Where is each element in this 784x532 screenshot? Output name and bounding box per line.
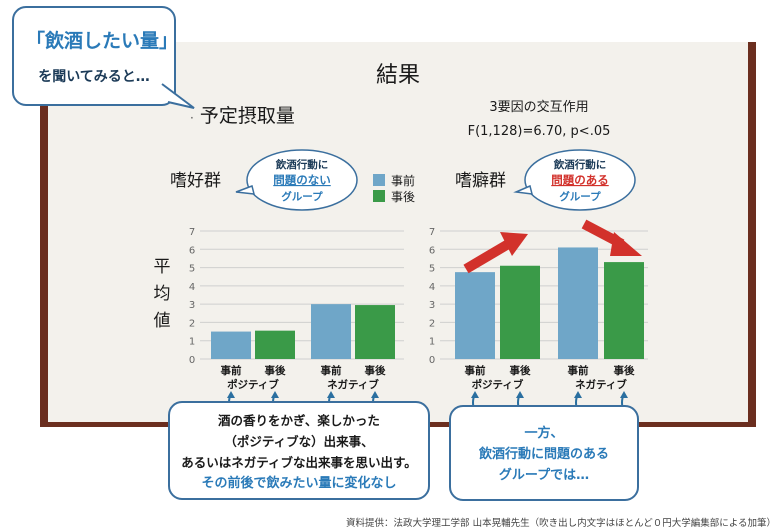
stats-line-2: F(1,128)=6.70, p<.05 — [468, 124, 611, 139]
ylabel-char-3: 値 — [154, 311, 171, 331]
subtitle-text: 予定摂取量 — [200, 105, 295, 127]
right-bubble-line-3: グループ — [559, 190, 601, 203]
y-tick-label: 7 — [189, 227, 195, 238]
bar — [311, 304, 351, 359]
y-tick-label: 5 — [189, 264, 195, 275]
figure-title: 結果 — [376, 63, 420, 88]
series-tick-label: 事前 — [568, 364, 589, 377]
pointer-arrow-head — [327, 391, 335, 398]
stats-line-1: 3要因の交互作用 — [489, 99, 588, 115]
bar — [455, 272, 495, 359]
y-tick-label: 2 — [429, 318, 435, 329]
increase-arrow — [463, 232, 528, 274]
decrease-arrow — [581, 219, 642, 256]
series-tick-label: 事後 — [265, 364, 286, 377]
bar — [558, 247, 598, 359]
y-tick-label: 0 — [429, 355, 435, 366]
pointer-arrow-head — [574, 391, 582, 398]
intro-bubble-line-2: を聞いてみると… — [38, 69, 150, 85]
right-group-bubble: 飲酒行動に 問題のある グループ — [513, 149, 636, 211]
explanation-left-line-4: その前後で飲みたい量に変化なし — [201, 476, 397, 491]
left-bubble-line-3: グループ — [281, 190, 323, 203]
bar — [255, 330, 295, 359]
explanation-right-line-1: 一方、 — [524, 426, 564, 441]
ylabel-char-1: 平 — [154, 257, 171, 277]
y-tick-label: 5 — [429, 264, 435, 275]
y-tick-label: 6 — [429, 245, 435, 256]
series-tick-label: 事後 — [614, 364, 635, 377]
y-tick-label: 7 — [429, 227, 435, 238]
explanation-bubble-left: 酒の香りをかぎ、楽しかった （ポジティブな）出来事、 あるいはネガティブな出来事… — [168, 401, 430, 500]
series-tick-label: 事前 — [465, 364, 486, 377]
explanation-right-line-3: グループでは… — [498, 468, 590, 483]
pointer-arrow-head — [471, 391, 479, 398]
explanation-left-line-2: （ポジティブな）出来事、 — [224, 434, 374, 449]
series-tick-label: 事前 — [221, 364, 242, 377]
figure-subtitle: · 予定摂取量 — [190, 105, 295, 127]
left-bubble-line-1: 飲酒行動に — [275, 158, 329, 171]
legend-label-post: 事後 — [391, 190, 415, 204]
intro-bubble-line-1: 「飲酒したい量」 — [26, 30, 179, 52]
series-tick-label: 事後 — [365, 364, 386, 377]
category-label: ポジティブ — [227, 378, 279, 391]
bar — [500, 265, 540, 359]
explanation-bubble-right: 一方、 飲酒行動に問題のある グループでは… — [449, 405, 639, 501]
source-credit: 資料提供：法政大学理工学部 山本晃輔先生（吹き出し内文字はほとんど０円大学編集部… — [346, 518, 776, 529]
legend-swatch-pre — [373, 174, 385, 186]
group-label-right: 嗜癖群 — [455, 171, 506, 191]
bar — [355, 305, 395, 359]
bar — [604, 262, 644, 359]
explanation-right-line-2: 飲酒行動に問題のある — [478, 447, 609, 462]
right-bubble-line-2: 問題のある — [551, 173, 609, 187]
category-label: ネガティブ — [575, 378, 627, 391]
bar — [211, 331, 251, 359]
y-tick-label: 3 — [429, 300, 435, 311]
y-tick-label: 6 — [189, 245, 195, 256]
category-label: ポジティブ — [472, 378, 524, 391]
category-label: ネガティブ — [327, 378, 379, 391]
series-tick-label: 事前 — [321, 364, 342, 377]
pointer-arrow-head — [271, 391, 279, 398]
intro-bubble: 「飲酒したい量」 を聞いてみると… — [12, 6, 179, 106]
y-tick-label: 3 — [189, 300, 195, 311]
pointer-arrow-head — [227, 391, 235, 398]
left-group-bubble: 飲酒行動に 問題のない グループ — [235, 149, 358, 211]
pointer-arrow-head — [516, 391, 524, 398]
series-tick-label: 事後 — [510, 364, 531, 377]
y-tick-label: 1 — [429, 337, 435, 348]
y-tick-label: 1 — [189, 337, 195, 348]
intro-bubble-tail — [161, 83, 195, 109]
y-tick-label: 2 — [189, 318, 195, 329]
legend-swatch-post — [373, 190, 385, 202]
y-tick-label: 0 — [189, 355, 195, 366]
left-bubble-line-2: 問題のない — [273, 173, 331, 187]
y-tick-label: 4 — [189, 282, 195, 293]
pointer-arrow-head — [620, 391, 628, 398]
ylabel-char-2: 均 — [154, 284, 171, 304]
right-bubble-line-1: 飲酒行動に — [553, 158, 607, 171]
legend-label-pre: 事前 — [391, 173, 415, 188]
explanation-left-line-1: 酒の香りをかぎ、楽しかった — [218, 413, 380, 428]
y-tick-label: 4 — [429, 282, 435, 293]
pointer-arrow-head — [371, 391, 379, 398]
explanation-left-line-3: あるいはネガティブな出来事を思い出す。 — [181, 455, 417, 470]
group-label-left: 嗜好群 — [170, 171, 221, 191]
legend: 事前 事後 — [373, 173, 415, 204]
